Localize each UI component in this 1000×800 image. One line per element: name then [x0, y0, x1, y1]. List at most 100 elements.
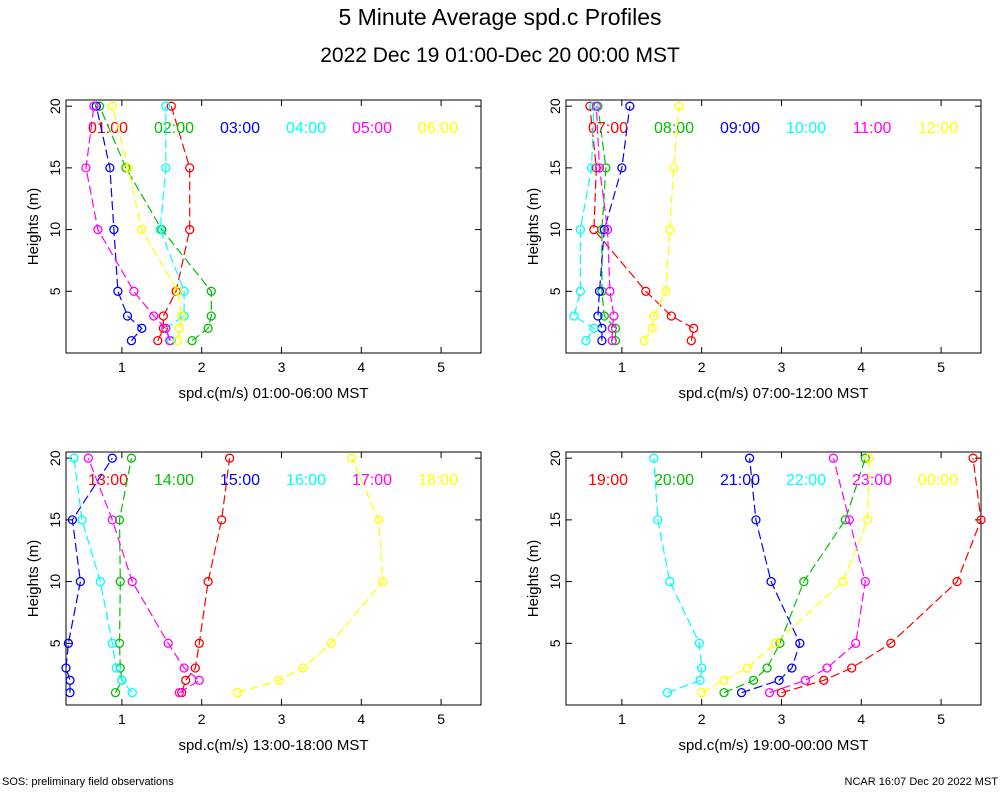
data-point — [591, 163, 601, 173]
data-point — [819, 675, 829, 685]
legend-label: 07:00 — [588, 120, 628, 137]
data-point — [114, 515, 125, 525]
data-point — [77, 515, 87, 525]
legend-label: 15:00 — [220, 472, 260, 489]
data-point — [149, 311, 159, 321]
series-1300 — [177, 453, 235, 698]
x-tick-label: 2 — [698, 711, 706, 727]
data-point — [203, 576, 213, 587]
data-point — [93, 224, 103, 235]
legend-label: 17:00 — [352, 472, 392, 489]
data-point — [851, 638, 861, 648]
data-point — [766, 576, 776, 587]
series-line — [589, 106, 695, 341]
data-point — [607, 323, 617, 333]
footer-timestamp: NCAR 16:07 Dec 20 2022 MST — [844, 776, 998, 788]
series-line — [181, 458, 231, 693]
data-point — [274, 675, 284, 685]
data-point — [113, 286, 123, 296]
data-point — [107, 101, 117, 111]
data-point — [126, 336, 137, 346]
data-point — [697, 663, 707, 673]
data-point — [770, 638, 780, 648]
footer-source-note: SOS: preliminary field observations — [2, 776, 174, 788]
x-axis-label: spd.c(m/s) 07:00-12:00 MST — [678, 385, 868, 402]
data-point — [166, 101, 176, 111]
x-axis-label: spd.c(m/s) 01:00-06:00 MST — [178, 385, 368, 402]
data-point — [174, 688, 184, 698]
data-point — [597, 224, 607, 235]
data-point — [762, 663, 772, 673]
data-point — [625, 101, 635, 111]
y-tick-label: 10 — [547, 574, 563, 590]
series-line — [65, 457, 113, 693]
legend-label: 13:00 — [88, 472, 128, 489]
y-tick-label: 20 — [47, 450, 63, 466]
profile-panel-1: 1 2 3 4 5 5 10 15 20 spd.c(m/s) 01:00-06:00 MST He… — [25, 98, 482, 402]
series-line — [85, 106, 171, 341]
data-point — [224, 453, 235, 463]
y-axis-label: Heights (m) — [25, 188, 42, 266]
series-1900 — [776, 453, 986, 698]
legend-label: 10:00 — [786, 120, 826, 137]
series-1500 — [61, 453, 117, 698]
x-axis-label: spd.c(m/s) 19:00-00:00 MST — [678, 737, 868, 754]
x-tick-label: 4 — [357, 711, 365, 727]
x-tick-label: 2 — [198, 359, 206, 375]
legend-label: 03:00 — [220, 120, 260, 137]
data-point — [126, 453, 137, 463]
data-point — [216, 515, 227, 525]
series-line — [114, 458, 132, 693]
data-point — [374, 515, 384, 525]
data-point — [111, 663, 121, 673]
series-0500 — [81, 101, 175, 346]
x-tick-label: 3 — [778, 359, 786, 375]
data-point — [121, 163, 131, 173]
x-tick-label: 5 — [437, 711, 445, 727]
data-point — [179, 311, 189, 321]
plot-frame — [565, 99, 982, 354]
series-line — [741, 458, 801, 694]
legend-label: 16:00 — [286, 472, 326, 489]
data-point — [185, 163, 195, 173]
y-tick-label: 20 — [547, 450, 563, 466]
data-point — [800, 675, 811, 685]
data-point — [161, 163, 171, 173]
chart-subtitle: 2022 Dec 19 01:00-Dec 20 00:00 MST — [320, 44, 680, 67]
y-tick-label: 15 — [47, 512, 63, 528]
data-point — [110, 688, 121, 698]
series-1700 — [83, 453, 204, 698]
data-point — [860, 576, 870, 587]
data-point — [127, 576, 137, 587]
y-tick-label: 5 — [547, 287, 563, 295]
data-point — [194, 675, 204, 685]
series-1100 — [591, 101, 619, 346]
x-tick-label: 5 — [437, 359, 445, 375]
data-point — [597, 336, 607, 346]
data-point — [605, 286, 615, 296]
data-point — [177, 688, 187, 698]
data-point — [610, 323, 621, 333]
data-point — [127, 688, 137, 698]
data-point — [177, 311, 187, 321]
profile-panel-2: 1 2 3 4 5 5 10 15 20 spd.c(m/s) 07:00-12:00 MST He… — [525, 98, 982, 402]
data-point — [117, 675, 127, 685]
data-point — [94, 101, 105, 111]
data-point — [155, 224, 165, 235]
series-line — [701, 458, 870, 694]
data-point — [581, 336, 591, 346]
data-point — [575, 224, 586, 235]
profile-panel-4: 1 2 3 4 5 5 10 15 20 spd.c(m/s) 19:00-00:00 MST He… — [525, 450, 986, 754]
data-point — [105, 163, 115, 173]
series-line — [643, 106, 680, 342]
data-point — [838, 576, 848, 587]
data-point — [179, 663, 189, 673]
data-point — [602, 224, 613, 235]
y-tick-label: 10 — [547, 222, 563, 238]
x-tick-label: 1 — [118, 359, 126, 375]
data-point — [609, 311, 619, 321]
data-point — [599, 224, 609, 235]
data-point — [864, 453, 874, 463]
y-tick-label: 10 — [47, 222, 63, 238]
